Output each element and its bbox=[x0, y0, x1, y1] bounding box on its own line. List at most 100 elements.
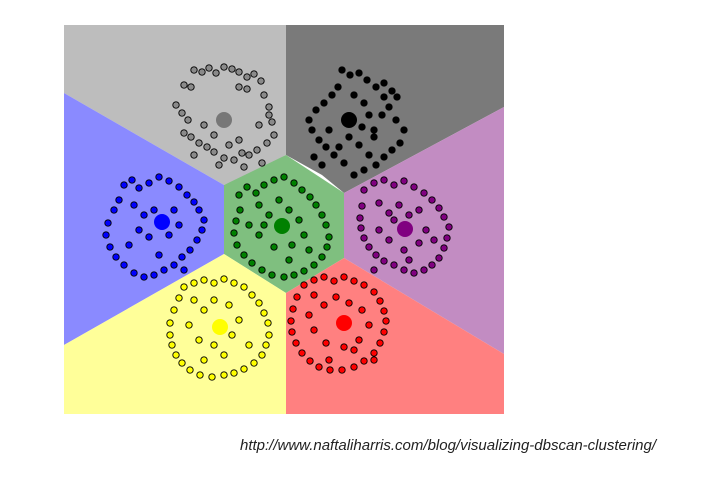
cluster-5-point-19 bbox=[390, 261, 398, 269]
cluster-3-point-27 bbox=[115, 196, 123, 204]
cluster-5-point-13 bbox=[440, 244, 448, 252]
cluster-4-point-36 bbox=[255, 231, 263, 239]
cluster-5-point-29 bbox=[395, 201, 403, 209]
cluster-3-point-15 bbox=[178, 253, 186, 261]
cluster-3-point-29 bbox=[140, 211, 148, 219]
cluster-1-centroid bbox=[216, 112, 232, 128]
cluster-2-point-41 bbox=[380, 93, 388, 101]
cluster-6-point-31 bbox=[210, 296, 218, 304]
cluster-6-point-29 bbox=[190, 296, 198, 304]
cluster-4-point-18 bbox=[290, 271, 298, 279]
cluster-7-point-36 bbox=[310, 326, 318, 334]
cluster-3-point-38 bbox=[180, 266, 188, 274]
cluster-4-point-11 bbox=[318, 211, 326, 219]
cluster-3-point-17 bbox=[160, 266, 168, 274]
cluster-2-point-20 bbox=[330, 151, 338, 159]
cluster-5-point-1 bbox=[360, 186, 368, 194]
cluster-7-point-37 bbox=[305, 311, 313, 319]
cluster-3-point-9 bbox=[190, 198, 198, 206]
cluster-2-point-16 bbox=[372, 161, 380, 169]
cluster-1-point-9 bbox=[250, 70, 258, 78]
cluster-4-point-21 bbox=[258, 266, 266, 274]
cluster-4-point-40 bbox=[285, 256, 293, 264]
cluster-2-point-2 bbox=[346, 71, 354, 79]
cluster-7-point-39 bbox=[325, 356, 333, 364]
cluster-6-point-18 bbox=[220, 371, 228, 379]
cluster-6-point-15 bbox=[250, 359, 258, 367]
cluster-2-point-8 bbox=[393, 93, 401, 101]
cluster-7-point-7 bbox=[360, 281, 368, 289]
cluster-3-point-26 bbox=[110, 206, 118, 214]
cluster-7-point-13 bbox=[376, 339, 384, 347]
cluster-5-point-23 bbox=[360, 234, 368, 242]
cluster-3-point-23 bbox=[106, 243, 114, 251]
cluster-1-point-15 bbox=[260, 91, 268, 99]
cluster-5-point-20 bbox=[380, 257, 388, 265]
cluster-2-point-30 bbox=[360, 99, 368, 107]
cluster-5-point-17 bbox=[410, 269, 418, 277]
cluster-2-point-12 bbox=[400, 126, 408, 134]
cluster-7-point-34 bbox=[340, 343, 348, 351]
cluster-2-point-42 bbox=[365, 151, 373, 159]
cluster-7-point-15 bbox=[360, 357, 368, 365]
cluster-6-point-38 bbox=[245, 341, 253, 349]
cluster-5-point-10 bbox=[440, 213, 448, 221]
cluster-1-point-8 bbox=[243, 73, 251, 81]
cluster-1-point-20 bbox=[180, 129, 188, 137]
cluster-6-point-32 bbox=[225, 301, 233, 309]
cluster-3-point-33 bbox=[165, 231, 173, 239]
source-url-caption: http://www.naftaliharris.com/blog/visual… bbox=[240, 437, 657, 454]
cluster-5-point-28 bbox=[385, 209, 393, 217]
cluster-1-point-1 bbox=[190, 66, 198, 74]
cluster-7-point-2 bbox=[310, 276, 318, 284]
cluster-4-point-22 bbox=[248, 259, 256, 267]
cluster-3-point-1 bbox=[120, 181, 128, 189]
cluster-2-point-32 bbox=[358, 123, 366, 131]
cluster-6-point-27 bbox=[170, 306, 178, 314]
cluster-7-point-19 bbox=[315, 363, 323, 371]
cluster-3-point-4 bbox=[145, 179, 153, 187]
cluster-3-point-13 bbox=[193, 236, 201, 244]
cluster-1-point-38 bbox=[235, 136, 243, 144]
cluster-6-point-1 bbox=[180, 283, 188, 291]
cluster-1-point-12 bbox=[187, 83, 195, 91]
cluster-1-point-34 bbox=[255, 121, 263, 129]
cluster-6-point-22 bbox=[178, 359, 186, 367]
cluster-1-point-41 bbox=[240, 163, 248, 171]
cluster-2-point-15 bbox=[380, 153, 388, 161]
cluster-1-point-10 bbox=[257, 77, 265, 85]
cluster-5-point-14 bbox=[435, 254, 443, 262]
cluster-5-point-25 bbox=[356, 214, 364, 222]
cluster-4-point-31 bbox=[285, 206, 293, 214]
cluster-1-point-32 bbox=[268, 118, 276, 126]
cluster-1-point-29 bbox=[253, 146, 261, 154]
cluster-3-point-18 bbox=[150, 271, 158, 279]
cluster-4-point-20 bbox=[268, 271, 276, 279]
cluster-2-point-10 bbox=[378, 111, 386, 119]
cluster-1-point-35 bbox=[200, 121, 208, 129]
cluster-2-point-39 bbox=[310, 153, 318, 161]
cluster-2-point-11 bbox=[392, 116, 400, 124]
cluster-6-point-39 bbox=[200, 356, 208, 364]
cluster-6-point-34 bbox=[228, 331, 236, 339]
cluster-2-point-9 bbox=[385, 103, 393, 111]
cluster-7-point-26 bbox=[293, 293, 301, 301]
cluster-5-point-8 bbox=[428, 196, 436, 204]
cluster-7-point-27 bbox=[310, 291, 318, 299]
cluster-5-point-30 bbox=[405, 211, 413, 219]
cluster-1-point-25 bbox=[220, 154, 228, 162]
cluster-6-point-33 bbox=[235, 316, 243, 324]
cluster-7-point-38 bbox=[370, 356, 378, 364]
cluster-4-point-15 bbox=[318, 253, 326, 261]
cluster-7-point-33 bbox=[355, 336, 363, 344]
cluster-1-point-33 bbox=[265, 111, 273, 119]
cluster-6-point-23 bbox=[172, 351, 180, 359]
cluster-6-point-7 bbox=[240, 283, 248, 291]
cluster-7-point-16 bbox=[350, 363, 358, 371]
cluster-3-point-22 bbox=[112, 253, 120, 261]
cluster-6-point-24 bbox=[168, 341, 176, 349]
cluster-7-point-1 bbox=[300, 281, 308, 289]
cluster-6-point-26 bbox=[166, 319, 174, 327]
cluster-1-point-6 bbox=[228, 65, 236, 73]
cluster-2-point-22 bbox=[315, 136, 323, 144]
